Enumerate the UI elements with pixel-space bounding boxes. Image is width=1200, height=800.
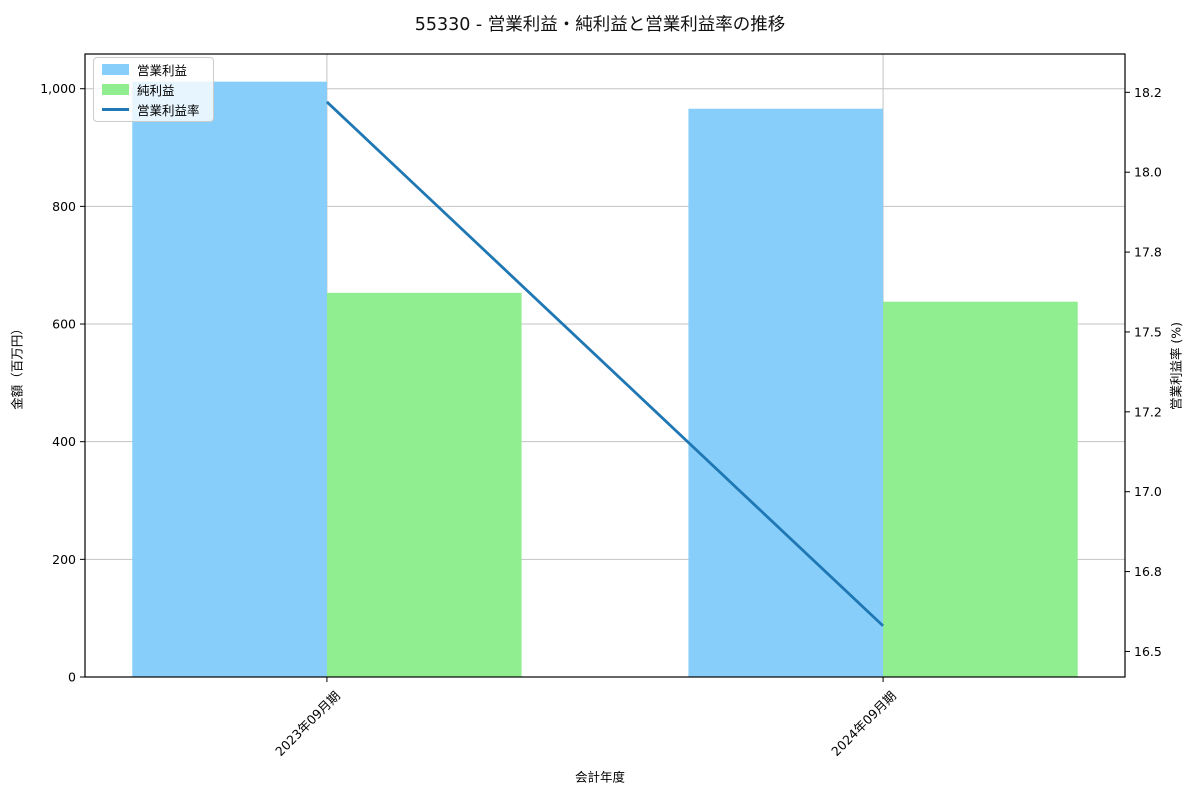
legend-color-swatch	[102, 84, 129, 95]
bar-operating-profit	[132, 81, 327, 678]
operating-margin-line	[325, 100, 885, 627]
y-tick-label-right: 16.8	[1134, 564, 1162, 579]
legend-item: 純利益	[102, 80, 205, 100]
y-tick-label-right: 17.8	[1134, 245, 1162, 260]
chart-title: 55330 - 営業利益・純利益と営業利益率の推移	[414, 15, 786, 35]
y-tick-label-right: 18.0	[1134, 165, 1162, 180]
y-tick-label-left: 800	[52, 199, 76, 214]
legend-label: 純利益	[137, 83, 175, 98]
bar-operating-profit	[688, 108, 884, 677]
plot-frame	[84, 53, 1126, 678]
y-tick-label-left: 400	[52, 434, 76, 449]
y-axis-label-right: 営業利益率 (%)	[1168, 321, 1184, 411]
legend-item: 営業利益率	[102, 99, 205, 119]
chart-legend: 営業利益純利益営業利益率	[93, 57, 214, 122]
y-tick-label-left: 200	[52, 552, 76, 567]
bar-net-profit	[883, 301, 1078, 677]
x-axis-label: 会計年度	[574, 769, 626, 785]
y-tick-label-right: 18.2	[1134, 85, 1162, 100]
y-tick-label-right: 17.5	[1134, 324, 1162, 339]
legend-line-swatch	[102, 107, 129, 111]
legend-color-swatch	[102, 64, 129, 76]
bar-net-profit	[326, 292, 522, 677]
y-tick-label-right: 17.0	[1134, 484, 1162, 499]
legend-label: 営業利益率	[137, 102, 200, 118]
y-tick-label-left: 1,000	[40, 81, 76, 96]
legend-label: 営業利益	[137, 63, 188, 79]
y-tick-label-right: 17.2	[1134, 404, 1162, 419]
y-tick-label-right: 16.5	[1134, 644, 1162, 659]
y-tick-label-left: 0	[68, 670, 76, 685]
y-axis-label-left: 金額（百万円）	[9, 322, 25, 410]
y-tick-label-left: 600	[52, 317, 76, 332]
legend-item: 営業利益	[102, 60, 205, 80]
